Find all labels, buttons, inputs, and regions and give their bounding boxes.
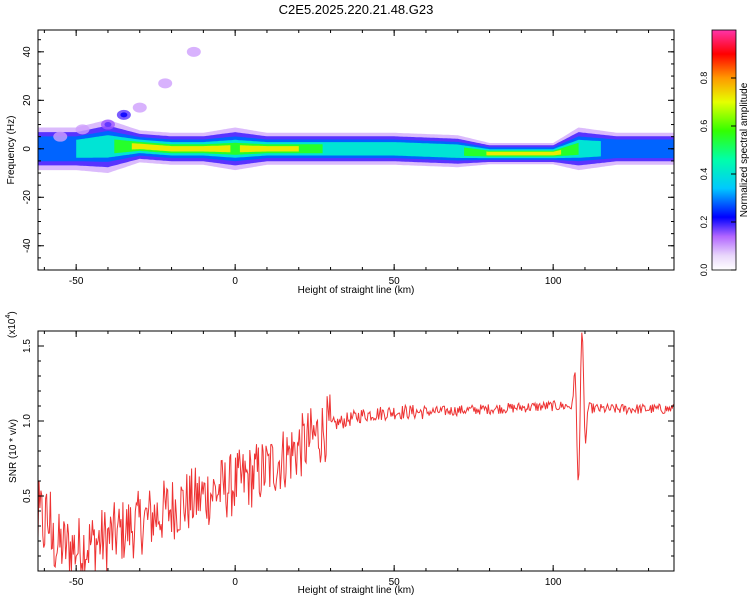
colorbar-tick-label: 0.8 (699, 72, 709, 85)
heatmap-contour (486, 149, 562, 156)
heatmap-layer (131, 143, 562, 156)
chart-title: C2E5.2025.220.21.48.G23 (279, 2, 434, 17)
colorbar-ticks: 0.0 0.2 0.4 0.6 0.8 (699, 72, 736, 277)
spectrogram-y-axis-label: Frequency (Hz) (6, 116, 17, 185)
y-tick-label: 0 (22, 146, 33, 152)
snr-y-axis-label: SNR (10 * v/v) (8, 419, 19, 483)
x-tick-label: 0 (232, 276, 238, 287)
spectrogram-panel: -50 0 50 100 40 20 0 -20 -40 Height of straight … (6, 29, 675, 296)
y-tick-label: -20 (22, 190, 33, 205)
snr-y-multiplier-text: (x10 (7, 318, 18, 338)
heatmap-contour (131, 143, 231, 153)
snr-y-multiplier-base: (x104) (5, 311, 18, 338)
heatmap-scatter-core (104, 122, 112, 128)
colorbar-label: Normalized spectral amplitude (739, 82, 750, 217)
x-tick-label: -50 (69, 276, 84, 287)
colorbar-tick-label: 0.4 (699, 168, 709, 181)
snr-y-multiplier: (x104) (5, 311, 18, 338)
colorbar-tick-label: 0.0 (699, 264, 709, 277)
spectrogram-frame (37, 29, 675, 271)
colorbar-gradient (711, 29, 737, 271)
snr-x-tick-label: 50 (389, 577, 401, 588)
snr-x-tick-label: 0 (232, 577, 238, 588)
colorbar-tick-label: 0.2 (699, 216, 709, 229)
snr-y-multiplier-close: ) (7, 311, 18, 314)
heatmap-scatter-blob (75, 124, 90, 135)
heatmap-scatter-blob (158, 78, 173, 89)
snr-plot-area (38, 331, 674, 571)
colorbar-tick-label: 0.6 (699, 120, 709, 133)
spectrogram-x-axis-label: Height of straight line (km) (298, 285, 415, 296)
snr-y-tick-label: 0.5 (22, 489, 33, 503)
colorbar: 0.0 0.2 0.4 0.6 0.8 Normalized spectral ampl… (699, 29, 750, 277)
snr-ticks: -50 0 50 100 1.5 1.0 0.5 (22, 331, 674, 588)
snr-x-tick-label: 100 (545, 577, 562, 588)
snr-y-tick-label: 1.0 (22, 414, 33, 428)
snr-panel: -50 0 50 100 1.5 1.0 0.5 Height of straight li… (5, 311, 675, 596)
x-tick-label: 50 (389, 276, 401, 287)
heatmap-scatter-blob (132, 102, 147, 113)
spectrogram-ticks: -50 0 50 100 40 20 0 -20 -40 (22, 30, 674, 287)
heatmap-contour (239, 145, 299, 153)
x-tick-label: 100 (545, 276, 562, 287)
y-tick-label: 20 (22, 94, 33, 106)
snr-y-multiplier-exp: 4 (5, 315, 12, 319)
y-tick-label: 40 (22, 46, 33, 58)
heatmap-scatter-blob (186, 46, 201, 57)
snr-x-tick-label: -50 (69, 577, 84, 588)
heatmap-scatter-core (120, 112, 128, 118)
spectrogram-heatmap (38, 46, 674, 173)
snr-x-axis-label: Height of straight line (km) (298, 585, 415, 596)
snr-series-line (38, 332, 674, 571)
y-tick-label: -40 (22, 238, 33, 253)
snr-y-tick-label: 1.5 (22, 339, 33, 353)
heatmap-scatter-blob (53, 131, 68, 142)
